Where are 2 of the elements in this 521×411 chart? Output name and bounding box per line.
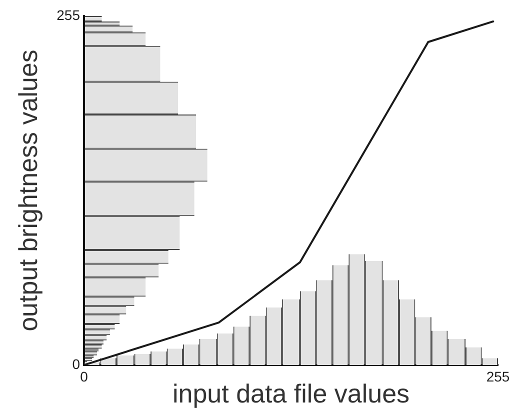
y-axis-title: output brightness values xyxy=(12,50,43,332)
x-axis-title: input data file values xyxy=(172,378,410,409)
